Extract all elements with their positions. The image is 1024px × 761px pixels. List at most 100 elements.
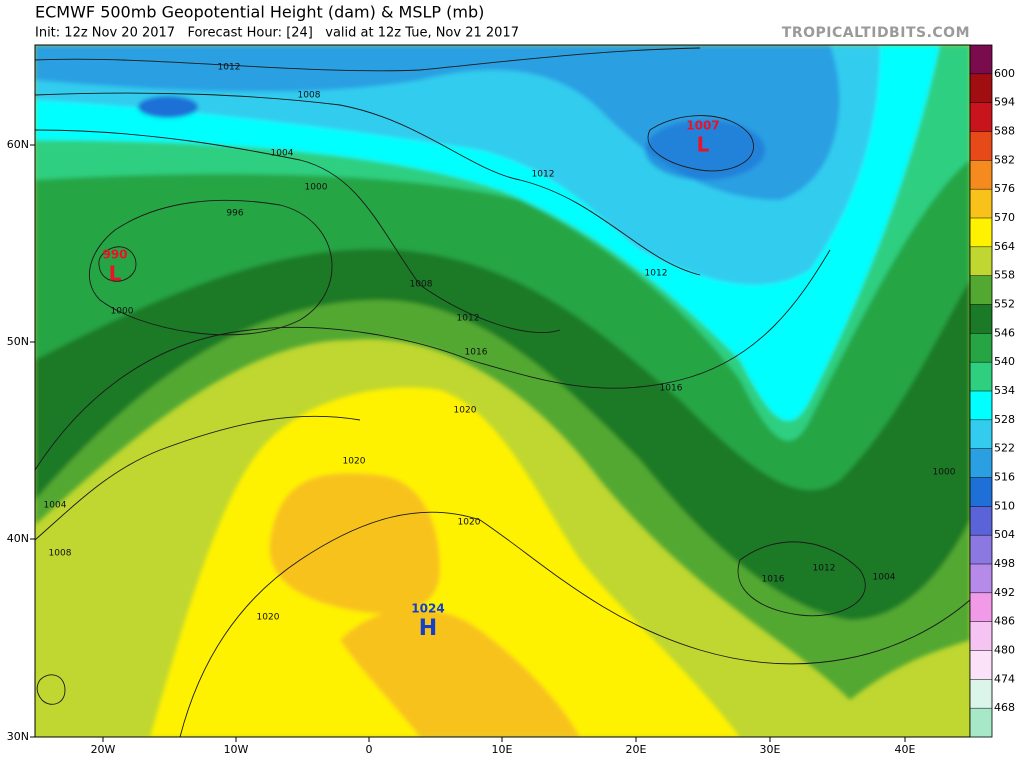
colorbar-label: 468 (994, 701, 1015, 714)
colorbar-label: 576 (994, 182, 1015, 195)
isobar-label: 1012 (457, 314, 480, 324)
isobar-label: 1012 (645, 269, 668, 279)
isobars (35, 47, 970, 737)
band-516 (645, 120, 765, 180)
isobar-label: 1000 (111, 307, 134, 317)
colorbar-band (970, 131, 992, 161)
band-576 (340, 608, 580, 737)
colorbar-label: 570 (994, 211, 1015, 224)
colorbar-band (970, 477, 992, 507)
colorbar-label: 540 (994, 355, 1015, 368)
map (35, 45, 970, 737)
colorbar-band (970, 650, 992, 680)
colorbar-label: 480 (994, 644, 1015, 657)
x-tick-label: 20W (91, 743, 116, 756)
band-522 (35, 45, 840, 200)
colorbar-band (970, 189, 992, 219)
isobar-label: 1008 (298, 91, 321, 101)
colorbar-band (970, 679, 992, 709)
isobar-label: 1012 (532, 170, 555, 180)
colorbar-label: 588 (994, 125, 1015, 138)
isobar-label: 1016 (465, 348, 488, 358)
colorbar-label: 492 (994, 586, 1015, 599)
isobar-label: 1020 (257, 613, 280, 623)
isobar (35, 47, 701, 72)
colorbar-band (970, 218, 992, 248)
colorbar-label: 558 (994, 269, 1015, 282)
height-fields (35, 45, 970, 737)
isobar (98, 246, 137, 282)
isobar-label: 1000 (305, 183, 328, 193)
colorbar-band (970, 592, 992, 623)
isobar-label: 1020 (458, 518, 481, 528)
x-tick-label: 40E (895, 743, 916, 756)
colorbar-label: 510 (994, 499, 1015, 512)
colorbar-label: 516 (994, 471, 1015, 484)
colorbar-band (970, 419, 992, 450)
isobar (737, 541, 866, 617)
colorbar-band (970, 160, 992, 190)
isobar-label: 1012 (813, 564, 836, 574)
colorbar-label: 582 (994, 153, 1015, 166)
band-516 (138, 96, 198, 118)
isobar (35, 415, 361, 541)
center-symbol: H (419, 616, 437, 641)
center-value: 1024 (411, 602, 444, 616)
isobar-label: 1004 (873, 573, 896, 583)
isobar (35, 92, 701, 276)
colorbar-label: 546 (994, 326, 1015, 339)
center-value: 1007 (686, 119, 719, 133)
center-value: 990 (102, 248, 127, 262)
x-tick-label: 0 (366, 743, 373, 756)
axes: 20W 10W 0 10E 20E 30E 40E 60N 50N 40N 30N (7, 138, 916, 756)
isobar-label: 1016 (762, 575, 785, 585)
colorbar-band (970, 333, 992, 363)
colorbar-label: 498 (994, 557, 1015, 570)
band-570 (150, 387, 740, 737)
isobar-label: 1020 (454, 406, 477, 416)
isobar (35, 249, 831, 471)
colorbar-band (970, 535, 992, 565)
colorbar-label: 504 (994, 528, 1015, 541)
colorbar-label: 564 (994, 240, 1015, 253)
colorbar-label: 600 (994, 67, 1015, 80)
colorbar-label: 594 (994, 96, 1015, 109)
center-symbol: L (697, 133, 710, 157)
colorbar-band (970, 362, 992, 392)
subtitle: Init: 12z Nov 20 2017 Forecast Hour: [24… (35, 26, 519, 41)
isobar-label: 1000 (933, 468, 956, 478)
colorbar-band (970, 506, 992, 536)
y-tick-label: 60N (7, 138, 29, 151)
colorbar-band (970, 708, 992, 738)
isobar-label: 1004 (44, 501, 67, 511)
colorbar-label: 552 (994, 298, 1015, 311)
colorbar-band (970, 102, 992, 132)
isobar-label: 1012 (218, 63, 241, 73)
title: ECMWF 500mb Geopotential Height (dam) & … (35, 3, 484, 22)
band-576 (269, 473, 440, 614)
colorbar-band (970, 275, 992, 305)
isobar-label: 1008 (49, 549, 72, 559)
isobar (35, 129, 561, 333)
y-tick-label: 50N (7, 335, 29, 348)
colorbar-label: 522 (994, 442, 1015, 455)
isobar (88, 199, 333, 336)
x-tick-label: 20E (626, 743, 647, 756)
isobar-label: 996 (226, 209, 243, 219)
colorbar-band (970, 246, 992, 277)
labels: 990L1007L1024H10121008100410009961000100… (44, 63, 956, 642)
isobar-label: 1020 (343, 457, 366, 467)
y-tick-label: 30N (7, 730, 29, 743)
isobar (36, 674, 66, 705)
isobar (647, 115, 754, 172)
colorbar-band (970, 564, 992, 594)
colorbar-band (970, 621, 992, 651)
colorbar-label: 534 (994, 384, 1015, 397)
source: TROPICALTIDBITS.COM (782, 25, 970, 41)
isobar-label: 1008 (410, 280, 433, 290)
x-tick-label: 10E (492, 743, 513, 756)
colorbar-label: 474 (994, 672, 1015, 685)
isobar-label: 1016 (660, 384, 683, 394)
